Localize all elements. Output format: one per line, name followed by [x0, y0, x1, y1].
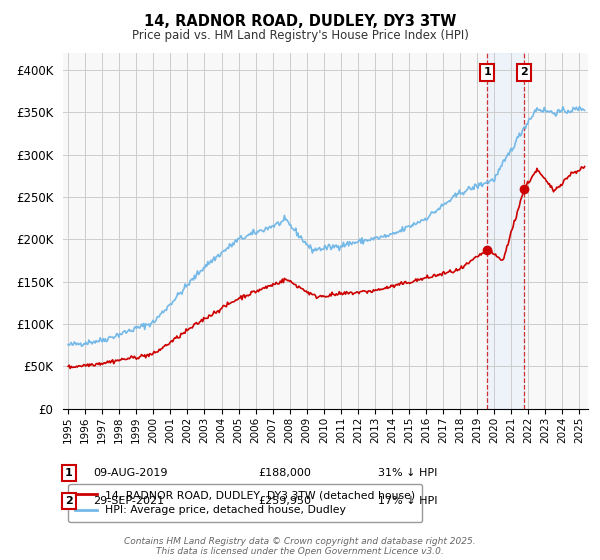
Text: 1: 1 [65, 468, 73, 478]
Bar [487, 53, 524, 409]
Text: £188,000: £188,000 [258, 468, 311, 478]
Text: 09-AUG-2019: 09-AUG-2019 [93, 468, 167, 478]
Text: Contains HM Land Registry data © Crown copyright and database right 2025.: Contains HM Land Registry data © Crown c… [124, 537, 476, 546]
Text: 2: 2 [65, 496, 73, 506]
Text: 31% ↓ HPI: 31% ↓ HPI [378, 468, 437, 478]
Text: 1: 1 [484, 67, 491, 77]
Text: Price paid vs. HM Land Registry's House Price Index (HPI): Price paid vs. HM Land Registry's House … [131, 29, 469, 42]
Legend: 14, RADNOR ROAD, DUDLEY, DY3 3TW (detached house), HPI: Average price, detached : 14, RADNOR ROAD, DUDLEY, DY3 3TW (detach… [68, 483, 422, 522]
Text: 2: 2 [520, 67, 528, 77]
Text: 17% ↓ HPI: 17% ↓ HPI [378, 496, 437, 506]
Text: 14, RADNOR ROAD, DUDLEY, DY3 3TW: 14, RADNOR ROAD, DUDLEY, DY3 3TW [144, 14, 456, 29]
Text: 29-SEP-2021: 29-SEP-2021 [93, 496, 164, 506]
Text: £259,950: £259,950 [258, 496, 311, 506]
Text: This data is licensed under the Open Government Licence v3.0.: This data is licensed under the Open Gov… [156, 547, 444, 556]
